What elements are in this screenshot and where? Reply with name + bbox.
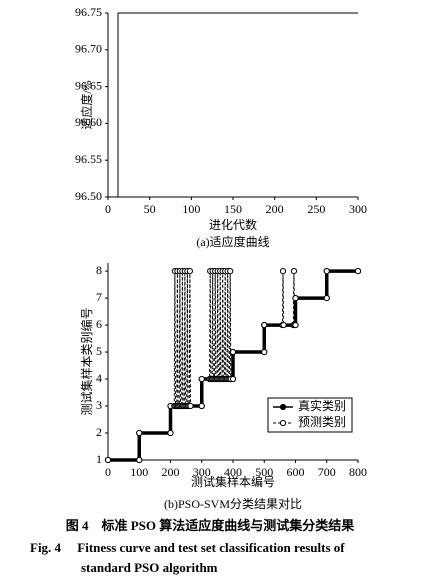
legend-box — [267, 397, 353, 433]
data-point — [186, 267, 193, 275]
x-tick-label: 600 — [287, 465, 305, 479]
data-point — [187, 402, 194, 410]
y-axis-label: 适应度/% — [79, 80, 94, 129]
x-tick-label: 800 — [349, 465, 367, 479]
data-point — [323, 267, 330, 275]
y-tick-label: 5 — [96, 344, 102, 358]
y-tick-label: 96.70 — [75, 42, 102, 56]
y-tick-label: 8 — [96, 263, 102, 277]
legend-label: 真实类别 — [298, 398, 346, 413]
figure-caption-en: standard PSO algorithm — [81, 560, 218, 575]
data-point — [292, 321, 299, 329]
x-tick-label: 300 — [193, 465, 211, 479]
data-point — [292, 294, 299, 302]
x-tick-label: 300 — [349, 202, 367, 216]
y-axis-label: 测试集样本类别编号 — [79, 307, 94, 415]
x-tick-label: 50 — [144, 202, 156, 216]
legend-marker — [279, 419, 287, 427]
x-axis-label: 测试集样本编号 — [191, 474, 275, 489]
x-tick-label: 500 — [255, 465, 273, 479]
data-point — [261, 321, 268, 329]
data-point — [136, 456, 143, 464]
legend-label: 预测类别 — [298, 415, 346, 429]
x-tick-label: 250 — [307, 202, 325, 216]
data-point — [354, 267, 362, 275]
y-tick-label: 1 — [96, 452, 102, 466]
y-tick-label: 4 — [96, 371, 102, 385]
y-tick-label: 96.60 — [75, 115, 102, 129]
y-tick-label: 7 — [96, 290, 102, 304]
x-tick-label: 150 — [224, 202, 242, 216]
chart-caption: (a)适应度曲线 — [196, 234, 269, 249]
data-point — [229, 348, 237, 356]
x-tick-label: 200 — [266, 202, 284, 216]
y-tick-label: 96.65 — [75, 78, 102, 92]
x-tick-label: 0 — [105, 465, 111, 479]
x-tick-label: 700 — [318, 465, 336, 479]
y-tick-label: 2 — [96, 425, 102, 439]
data-point — [280, 321, 287, 329]
x-axis-label: 进化代数 — [209, 217, 257, 232]
data-point — [229, 375, 237, 383]
x-tick-label: 0 — [105, 202, 111, 216]
data-point — [227, 267, 234, 275]
data-point — [167, 429, 174, 437]
data-point — [198, 402, 205, 410]
x-tick-label: 100 — [130, 465, 148, 479]
y-tick-label: 6 — [96, 317, 102, 331]
x-tick-label: 100 — [182, 202, 200, 216]
y-tick-label: 3 — [96, 398, 102, 412]
data-point — [323, 294, 330, 302]
data-point — [198, 375, 205, 383]
data-line — [108, 12, 358, 198]
y-tick-label: 96.50 — [75, 189, 102, 203]
chart-caption: (b)PSO-SVM分类结果对比 — [164, 497, 302, 511]
data-line — [108, 270, 358, 461]
data-point — [290, 267, 298, 275]
x-tick-label: 400 — [224, 465, 242, 479]
data-point — [104, 456, 112, 464]
data-point — [279, 267, 287, 275]
figure-caption-zh: 图 4 标准 PSO 算法适应度曲线与测试集分类结果 — [66, 518, 355, 533]
y-tick-label: 96.55 — [75, 152, 102, 166]
data-point — [136, 429, 143, 437]
data-point — [261, 348, 268, 356]
x-tick-label: 200 — [162, 465, 180, 479]
y-tick-label: 96.75 — [75, 5, 102, 19]
legend-marker — [279, 403, 287, 411]
figure-caption-en: Fig. 4 Fitness curve and test set classi… — [30, 540, 345, 555]
